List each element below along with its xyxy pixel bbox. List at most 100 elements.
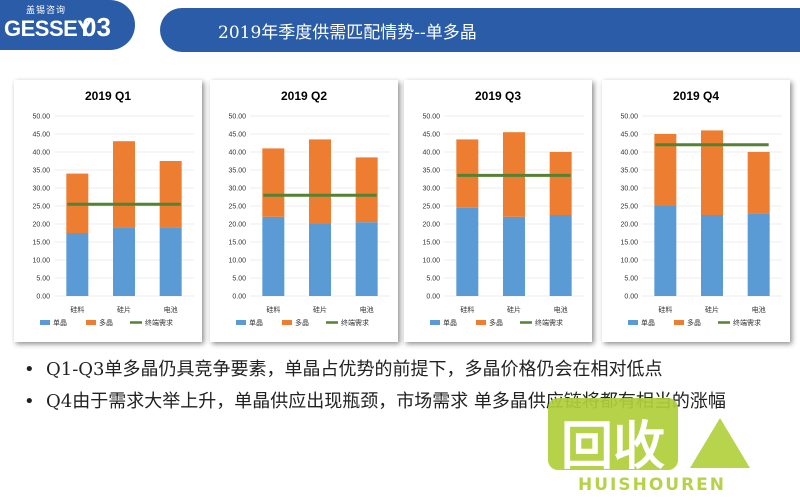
bar-multi <box>456 139 479 208</box>
legend-label: 多晶 <box>295 318 309 327</box>
y-tick-label: 45.00 <box>620 132 638 139</box>
legend-label: 多晶 <box>99 318 113 327</box>
chart-title: 2019 Q1 <box>85 89 131 103</box>
bar-multi <box>654 134 677 206</box>
bar-mono <box>747 213 770 296</box>
y-tick-label: 15.00 <box>228 240 246 247</box>
y-tick-label: 10.00 <box>422 258 440 265</box>
chart-panel-q4: 2019 Q4 0.00 5.00 10.00 15.00 20.00 25.00 30.00… <box>602 80 790 342</box>
legend-label: 终端需求 <box>145 318 173 327</box>
y-tick-label: 30.00 <box>422 186 440 193</box>
y-tick-label: 35.00 <box>620 168 638 175</box>
logo-subtitle: 盖锡咨询 <box>26 6 67 16</box>
x-tick-label: 硅料 <box>266 305 280 314</box>
bar-mono <box>262 216 285 296</box>
legend-label: 多晶 <box>687 318 701 327</box>
bar-mono <box>66 233 89 296</box>
legend-label: 多晶 <box>489 318 503 327</box>
bullet-dot: • <box>24 391 35 412</box>
bar-mono <box>456 207 479 296</box>
bar-multi <box>113 141 135 228</box>
bar-mono <box>503 216 525 296</box>
legend-swatch <box>282 320 292 325</box>
y-tick-label: 30.00 <box>228 186 246 193</box>
y-tick-label: 15.00 <box>422 240 440 247</box>
legend-label: 单晶 <box>443 318 457 327</box>
y-tick-label: 35.00 <box>228 168 246 175</box>
chart-title: 2019 Q3 <box>475 89 521 103</box>
chart-q4: 2019 Q4 0.00 5.00 10.00 15.00 20.00 25.00 30.00… <box>620 89 782 327</box>
legend-swatch <box>86 320 96 325</box>
chart-title: 2019 Q2 <box>281 89 327 103</box>
y-tick-label: 25.00 <box>228 204 246 211</box>
x-tick-label: 硅料 <box>70 305 84 314</box>
legend-label: 单晶 <box>641 318 655 327</box>
bar-multi <box>159 161 182 228</box>
bar-multi <box>355 157 378 223</box>
y-tick-label: 45.00 <box>228 132 246 139</box>
bullet-dot: • <box>24 359 35 380</box>
y-tick-label: 40.00 <box>32 150 50 157</box>
bar-mono <box>549 215 572 296</box>
bar-mono <box>701 215 723 296</box>
y-tick-label: 20.00 <box>228 222 246 229</box>
bar-mono <box>113 227 135 296</box>
bar-multi <box>747 152 770 214</box>
watermark-triangle-icon <box>690 418 750 468</box>
y-tick-label: 0.00 <box>426 294 440 301</box>
watermark-text: 回收 <box>560 417 665 477</box>
slide-number: 03 <box>82 12 111 42</box>
chart-q2: 2019 Q2 0.00 5.00 10.00 15.00 20.00 25.00 30.00… <box>228 89 390 327</box>
chart-title: 2019 Q4 <box>673 89 719 103</box>
bar-multi <box>262 148 285 217</box>
legend-swatch <box>430 320 440 325</box>
title-bar: 2019年季度供需匹配情势--单多晶 <box>160 8 800 52</box>
x-tick-label: 硅料 <box>460 305 474 314</box>
legend-label: 单晶 <box>249 318 263 327</box>
y-tick-label: 0.00 <box>624 294 638 301</box>
y-tick-label: 50.00 <box>32 114 50 121</box>
x-tick-label: 电池 <box>164 305 178 314</box>
y-tick-label: 25.00 <box>620 204 638 211</box>
legend-swatch <box>236 320 246 325</box>
y-tick-label: 5.00 <box>426 276 440 283</box>
bar-multi <box>549 152 572 215</box>
y-tick-label: 25.00 <box>32 204 50 211</box>
bullet-item: • Q1-Q3单多晶仍具竞争要素，单晶占优势的前提下，多晶价格仍会在相对低点 <box>20 360 780 380</box>
y-tick-label: 20.00 <box>32 222 50 229</box>
y-tick-label: 45.00 <box>32 132 50 139</box>
x-tick-label: 硅片 <box>117 305 131 314</box>
legend-label: 终端需求 <box>733 318 761 327</box>
legend-swatch <box>40 320 50 325</box>
y-tick-label: 50.00 <box>620 114 638 121</box>
x-tick-label: 硅料 <box>658 305 672 314</box>
bar-mono <box>355 222 378 296</box>
company-logo: 盖锡咨询 GESSEY 03 <box>0 0 135 50</box>
x-tick-label: 硅片 <box>507 305 521 314</box>
chart-panel-q1: 2019 Q1 0.00 5.00 10.00 15.00 20.00 25.00 30.00… <box>14 80 202 342</box>
x-tick-label: 硅片 <box>705 305 719 314</box>
bullet-text: Q1-Q3单多晶仍具竞争要素，单晶占优势的前提下，多晶价格仍会在相对低点 <box>46 359 663 380</box>
legend-label: 终端需求 <box>341 318 369 327</box>
legend-swatch <box>476 320 486 325</box>
x-tick-label: 电池 <box>360 305 374 314</box>
y-tick-label: 5.00 <box>36 276 50 283</box>
y-tick-label: 5.00 <box>624 276 638 283</box>
logo-wordmark: GESSEY <box>4 16 92 41</box>
y-tick-label: 15.00 <box>620 240 638 247</box>
y-tick-label: 50.00 <box>422 114 440 121</box>
y-tick-label: 35.00 <box>422 168 440 175</box>
y-tick-label: 40.00 <box>620 150 638 157</box>
legend-label: 单晶 <box>53 318 67 327</box>
x-tick-label: 电池 <box>554 305 568 314</box>
y-tick-label: 40.00 <box>422 150 440 157</box>
y-tick-label: 10.00 <box>228 258 246 265</box>
y-tick-label: 20.00 <box>422 222 440 229</box>
chart-panel-q2: 2019 Q2 0.00 5.00 10.00 15.00 20.00 25.00 30.00… <box>210 80 398 342</box>
bar-mono <box>159 227 182 296</box>
y-tick-label: 10.00 <box>620 258 638 265</box>
chart-q3: 2019 Q3 0.00 5.00 10.00 15.00 20.00 25.00 30.00… <box>422 89 584 327</box>
y-tick-label: 45.00 <box>422 132 440 139</box>
y-tick-label: 5.00 <box>232 276 246 283</box>
page-title: 2019年季度供需匹配情势--单多晶 <box>218 23 477 43</box>
